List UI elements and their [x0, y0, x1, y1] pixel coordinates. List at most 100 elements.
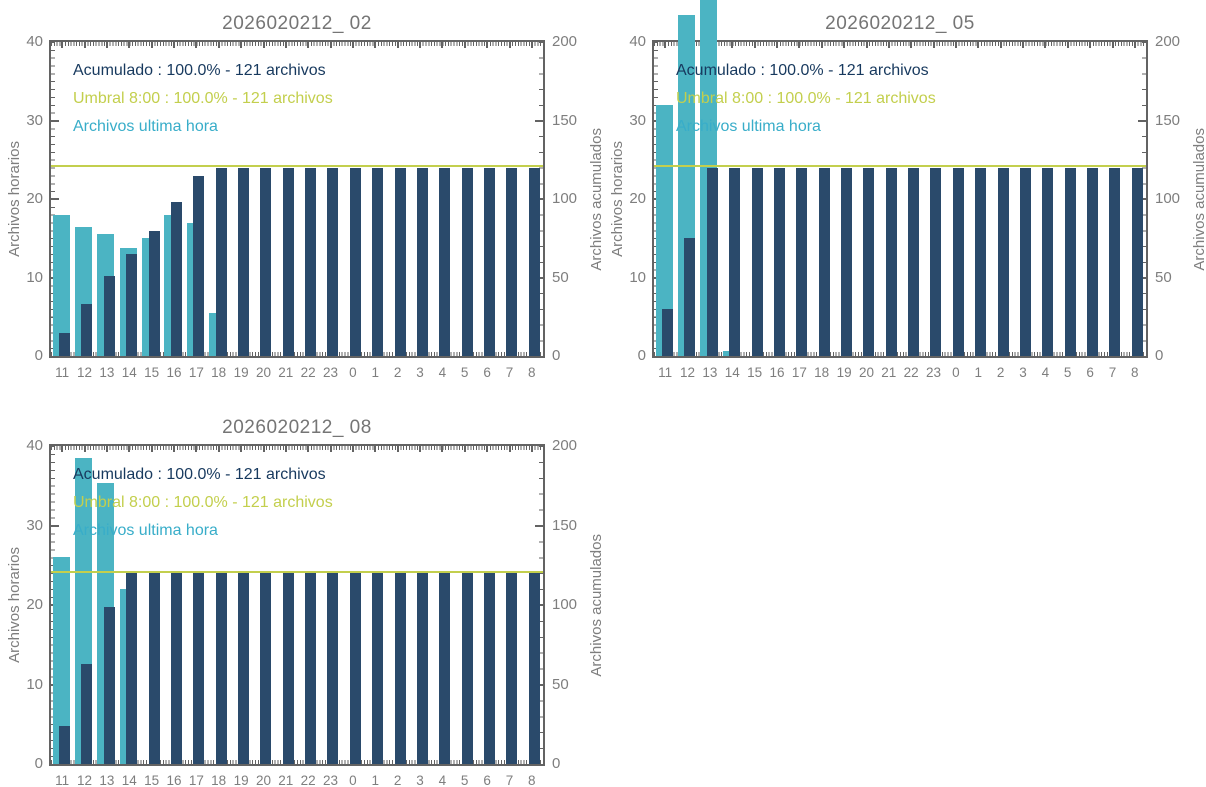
x-axis-major-tick-top [284, 42, 287, 48]
x-axis-major-tick-top [820, 42, 823, 48]
x-axis-tick-label: 23 [925, 365, 942, 380]
x-axis-tick-label: 15 [747, 365, 763, 380]
bar-hourly-0 [952, 167, 964, 356]
bar-hourly-2 [997, 167, 1009, 356]
y-axis-major-tick-right [535, 119, 543, 122]
x-axis-major-tick-top [262, 42, 265, 48]
chart-title: 2026020212_ 08 [222, 417, 372, 438]
bar-hourly-0 [349, 167, 361, 356]
bar-hourly-17 [193, 175, 205, 356]
x-axis-tick-label: 6 [1086, 365, 1094, 380]
x-axis-major-tick-top [195, 446, 198, 452]
x-axis-tick-label: 17 [188, 773, 204, 787]
x-axis-major-tick-top [307, 42, 310, 48]
y-axis-title-left-text: Archivos horarios [5, 141, 23, 257]
bar-hourly-4 [439, 573, 451, 764]
x-axis-major-tick-top [731, 42, 734, 48]
y-axis-tick-label-left: 20 [629, 190, 646, 207]
plot-area [652, 0, 1148, 358]
bar-hourly-16 [773, 167, 785, 356]
bar-hourly-5 [461, 573, 473, 764]
bar-hourly-6 [483, 573, 495, 764]
bar-hourly-23 [327, 573, 339, 764]
y-axis-tick-label-left: 40 [629, 33, 646, 50]
bar-hourly-15 [148, 231, 160, 356]
y-axis-title-left-text: Archivos horarios [608, 141, 626, 257]
y-axis-title-left-text: Archivos horarios [5, 547, 23, 663]
legend: Acumulado : 100.0% - 121 archivos Umbral … [676, 57, 936, 141]
y-axis-title-right-text: Archivos acumulados [587, 533, 605, 677]
x-axis-tick-label: 15 [144, 365, 160, 380]
y-axis-major-tick-left [51, 524, 59, 527]
x-axis-major-tick-top [977, 42, 980, 48]
y-axis-tick-label-left: 30 [629, 111, 646, 129]
x-axis-minor-ticks-bottom [654, 352, 1146, 356]
x-axis-tick-label: 11 [55, 773, 70, 787]
bar-hourly-16 [170, 202, 182, 356]
chart-panel-02: 2026020212_ 02 Acumulado : 100.0% - 121 a… [0, 0, 605, 393]
x-axis-tick-label: 14 [724, 365, 740, 380]
y-axis-major-tick-right [535, 524, 543, 527]
y-axis-tick-label-left: 0 [637, 347, 646, 364]
x-axis-major-tick-top [887, 42, 890, 48]
x-axis-tick-label: 7 [505, 773, 514, 787]
chart-title: 2026020212_ 05 [825, 13, 975, 34]
plot-area [49, 444, 545, 766]
y-axis-tick-label-right: 100 [552, 190, 578, 207]
x-axis-tick-label: 3 [416, 773, 424, 787]
bar-hourly-22 [305, 573, 316, 764]
bar-hourly-14 [126, 254, 138, 356]
x-axis-major-tick-top [61, 446, 64, 452]
legend-umbral-label: Umbral 8:00 : 100.0% - 121 archivos [676, 90, 936, 107]
x-axis-tick-label: 21 [278, 365, 294, 380]
y-axis-tick-label-right: 0 [552, 755, 561, 772]
y-axis-tick-label-right: 100 [552, 596, 578, 613]
bar-hourly-7 [506, 167, 518, 356]
bar-hourly-20 [863, 167, 875, 356]
x-axis-tick-label: 13 [99, 365, 115, 380]
legend: Acumulado : 100.0% - 121 archivos Umbral … [73, 57, 333, 141]
x-axis-tick-label: 5 [1063, 365, 1072, 380]
x-axis-tick-label: 16 [769, 365, 785, 380]
x-axis-major-tick-top [262, 446, 265, 452]
bar-last-hour-11 [655, 104, 673, 356]
x-axis-major-tick-top [217, 42, 220, 48]
x-axis-tick-label: 0 [349, 773, 357, 787]
y-axis-tick-label-right: 150 [1155, 111, 1181, 129]
bar-hourly-6 [1086, 167, 1098, 356]
bar-hourly-18 [215, 573, 227, 764]
x-axis-tick-label: 8 [528, 773, 536, 787]
x-axis-tick-label: 20 [858, 365, 875, 380]
x-axis-tick-label: 8 [1131, 365, 1139, 380]
y-axis-tick-label-right: 50 [1155, 268, 1172, 286]
bar-hourly-7 [506, 573, 518, 764]
x-axis-tick-label: 21 [278, 773, 294, 787]
bar-hourly-3 [416, 167, 428, 356]
x-axis-major-tick-top [1111, 42, 1114, 48]
x-axis-tick-label: 13 [99, 773, 115, 787]
x-axis-major-tick-top [284, 446, 287, 452]
bar-hourly-12 [81, 663, 93, 764]
bar-hourly-21 [282, 167, 294, 356]
x-axis-major-tick-top [61, 42, 64, 48]
x-axis-major-tick-top [910, 42, 913, 48]
x-axis-tick-label: 0 [952, 365, 960, 380]
y-axis-tick-label-left: 30 [26, 516, 43, 534]
bar-hourly-5 [1064, 167, 1076, 356]
bar-hourly-3 [1019, 167, 1031, 356]
bar-hourly-13 [706, 167, 718, 356]
x-axis-major-tick-top [463, 446, 466, 452]
x-axis-tick-label: 13 [702, 365, 718, 380]
x-axis-major-tick-top [419, 42, 421, 48]
legend-umbral-label: Umbral 8:00 : 100.0% - 121 archivos [73, 494, 333, 511]
x-axis-tick-label: 8 [528, 365, 536, 380]
bar-hourly-22 [305, 167, 316, 356]
y-axis-major-tick-left [51, 198, 59, 200]
bar-hourly-0 [349, 573, 361, 764]
bar-last-hour-11 [52, 557, 70, 764]
x-axis-major-tick-top [530, 446, 533, 452]
x-axis-major-tick-top [329, 42, 332, 48]
bar-hourly-17 [193, 573, 205, 764]
x-axis-major-tick-top [1044, 42, 1047, 48]
